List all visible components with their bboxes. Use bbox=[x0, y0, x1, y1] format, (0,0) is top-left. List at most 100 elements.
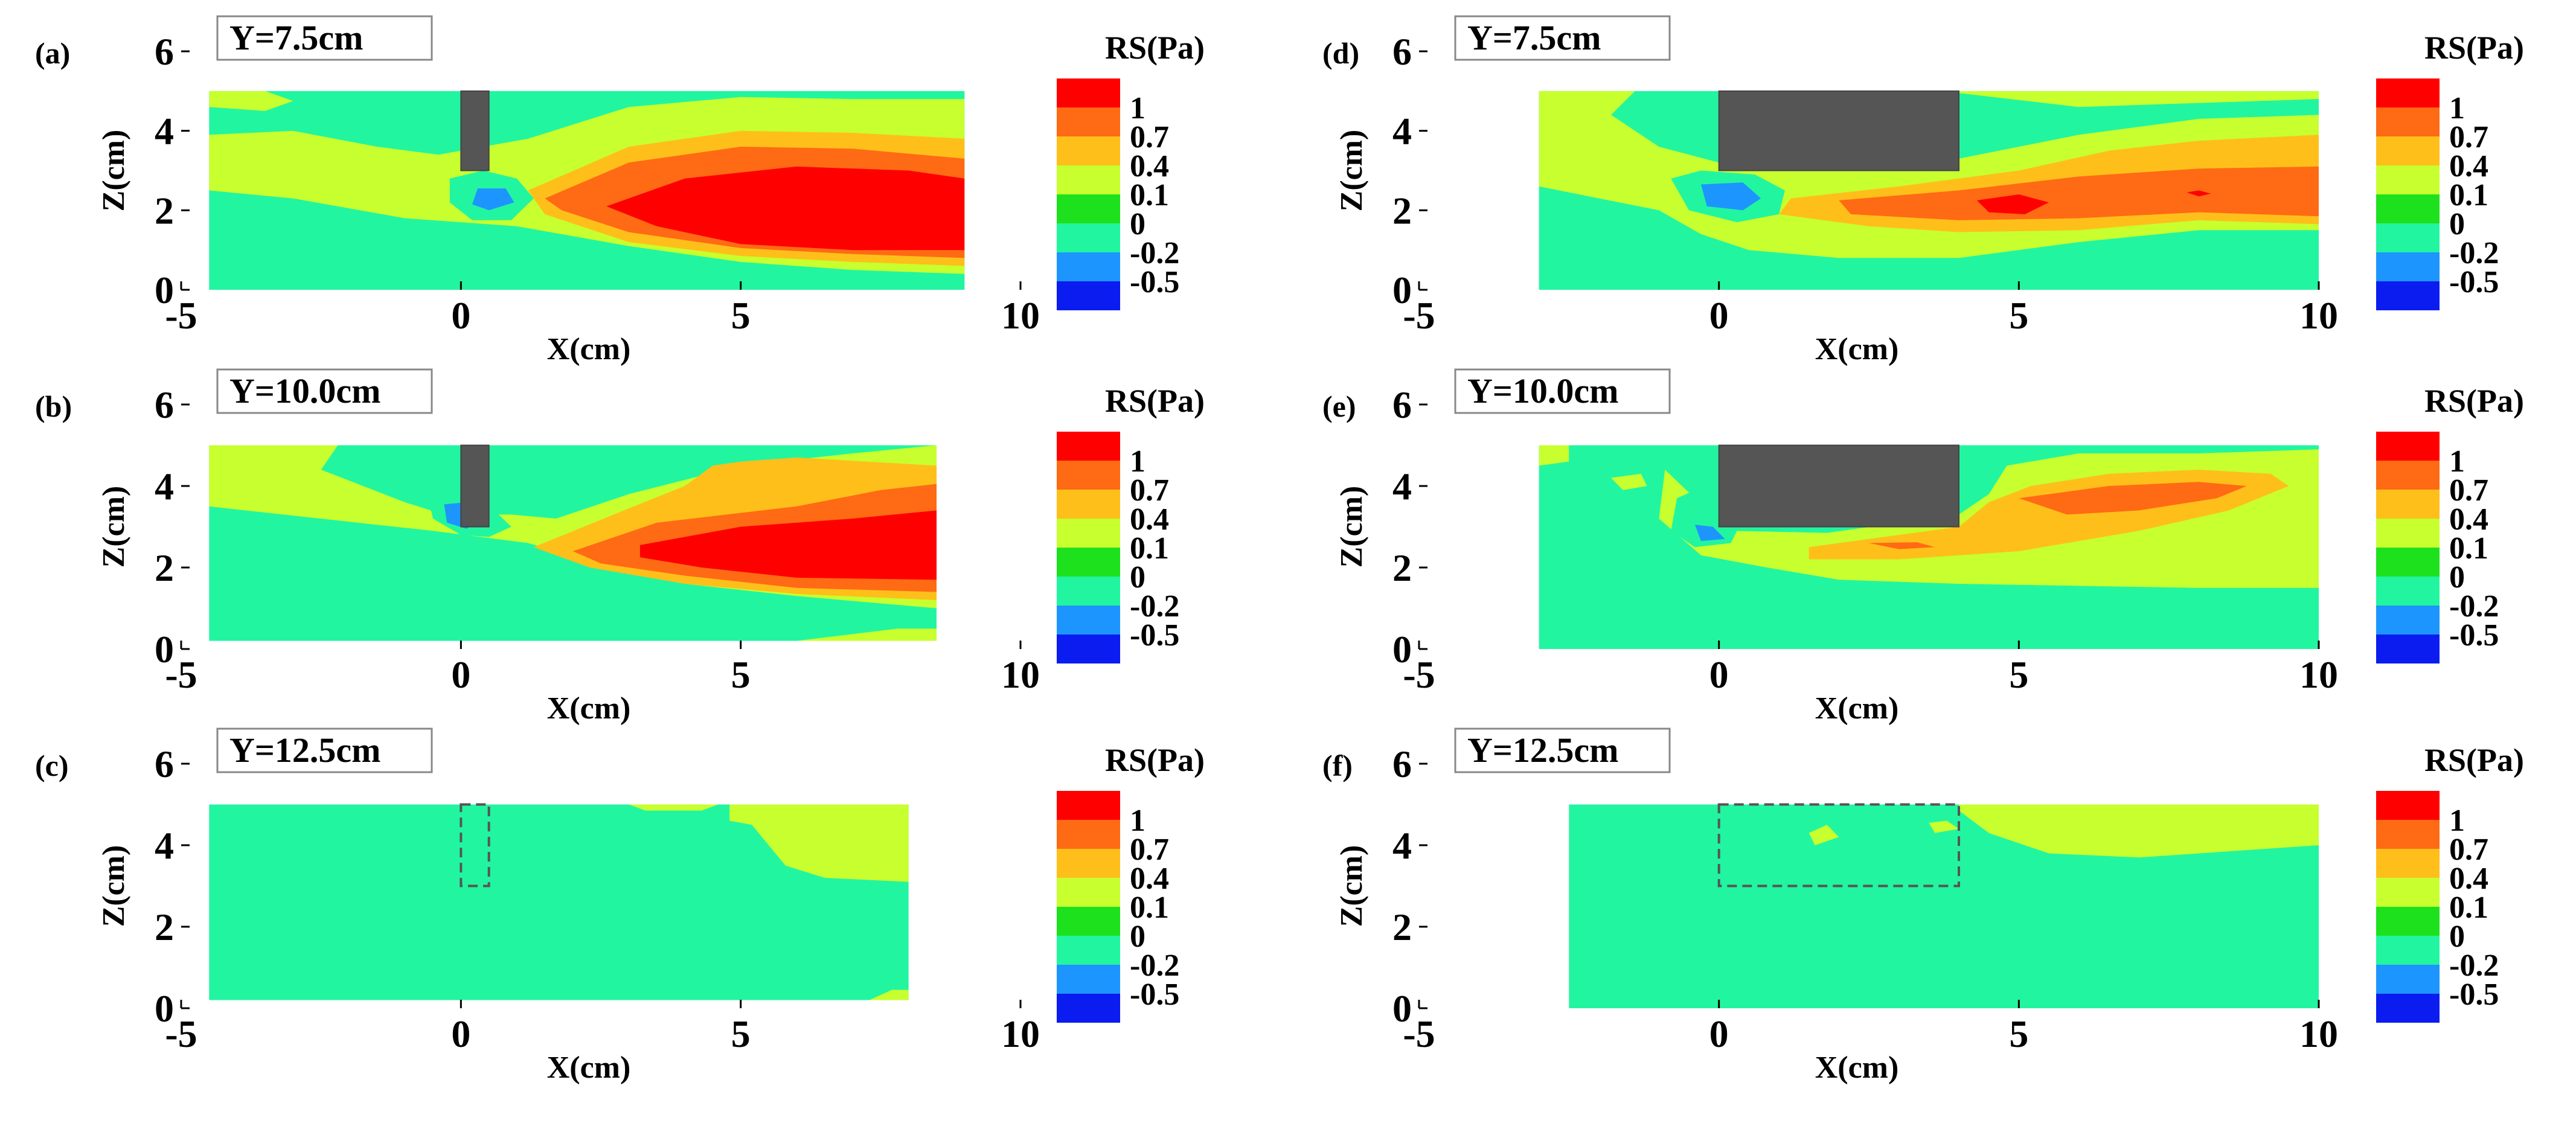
contour-level-0.7 bbox=[2019, 482, 2247, 515]
title-box bbox=[1454, 727, 1671, 773]
x-tick-label: 5 bbox=[731, 1012, 751, 1055]
x-tick-label: 5 bbox=[2009, 294, 2028, 337]
contour-level-0.1 bbox=[1929, 820, 1959, 833]
colorbar-level-label: -0.5 bbox=[1130, 265, 1179, 299]
colorbar: RS(Pa) 10.70.40.10-0.2-0.5 bbox=[1057, 742, 1205, 1023]
colorbar-level-label: 0.4 bbox=[2449, 502, 2488, 537]
colorbar-swatch bbox=[1057, 965, 1120, 994]
colorbar-level-label: 0.1 bbox=[1130, 178, 1169, 213]
obstacle bbox=[1718, 90, 1960, 171]
colorbar-title: RS(Pa) bbox=[1105, 30, 1205, 66]
colorbar-swatch bbox=[2376, 820, 2440, 849]
colorbar: RS(Pa) 10.70.40.10-0.2-0.5 bbox=[1057, 383, 1205, 663]
x-tick-label: -5 bbox=[1403, 294, 1435, 337]
panel-label: (c) bbox=[35, 749, 69, 782]
y-tick-label: 4 bbox=[155, 824, 174, 867]
colorbar-swatch bbox=[2376, 165, 2440, 194]
panel-title: Y=7.5cm bbox=[229, 18, 364, 57]
contour-level-0.1 bbox=[1959, 91, 2319, 107]
colorbar-level-label: 0.7 bbox=[1130, 473, 1169, 508]
contour-level--0.5 bbox=[1700, 182, 1761, 211]
colorbar-level-label: -0.2 bbox=[2449, 948, 2499, 983]
contour-level--0.2 bbox=[1671, 490, 1737, 548]
x-tick-label: 0 bbox=[1709, 294, 1729, 337]
colorbar-level-label: 0.1 bbox=[1130, 890, 1169, 925]
y-tick-label: 6 bbox=[1392, 743, 1412, 785]
panel-title: Y=12.5cm bbox=[229, 731, 381, 770]
colorbar-level-label: 0.1 bbox=[1130, 531, 1169, 566]
panel-label: (e) bbox=[1322, 389, 1356, 423]
contour-level-0.7 bbox=[1839, 166, 2319, 220]
colorbar-level-label: -0.5 bbox=[2449, 265, 2499, 299]
colorbar-level-label: -0.2 bbox=[1130, 236, 1179, 270]
contour-level--0.5 bbox=[1694, 525, 1725, 542]
colorbar-title: RS(Pa) bbox=[2424, 383, 2524, 419]
colorbar-level-label: 0 bbox=[2449, 207, 2465, 241]
obstacle bbox=[460, 90, 490, 171]
y-tick-label: 0 bbox=[1392, 987, 1412, 1030]
colorbar-level-label: 1 bbox=[2449, 804, 2465, 838]
colorbar-swatch bbox=[2376, 223, 2440, 252]
y-axis-label: Z(cm) bbox=[1334, 845, 1369, 927]
x-tick-label: 0 bbox=[1709, 1012, 1729, 1055]
colorbar-swatch bbox=[2376, 194, 2440, 223]
x-tick-label: 0 bbox=[451, 294, 470, 337]
colorbar-title: RS(Pa) bbox=[1105, 383, 1205, 419]
panel-label: (d) bbox=[1322, 36, 1359, 70]
panel-title: Y=10.0cm bbox=[1467, 371, 1619, 411]
contour-level-0.1 bbox=[1539, 445, 1569, 466]
x-tick-label: 0 bbox=[451, 653, 470, 696]
colorbar-swatch bbox=[2376, 849, 2440, 878]
colorbar-level-label: 0 bbox=[1130, 560, 1145, 595]
colorbar-level-label: 0.4 bbox=[2449, 862, 2488, 896]
colorbar-swatch bbox=[2376, 490, 2440, 519]
colorbar-title: RS(Pa) bbox=[2424, 742, 2524, 778]
colorbar-swatch bbox=[2376, 281, 2440, 310]
y-tick-label: 2 bbox=[155, 189, 174, 232]
x-tick-label: 5 bbox=[2009, 653, 2028, 696]
contour-level-0.1 bbox=[209, 91, 293, 111]
contour-level-1 bbox=[1976, 194, 2049, 214]
panel-title: Y=7.5cm bbox=[1467, 18, 1601, 57]
colorbar-swatch bbox=[1057, 461, 1120, 490]
title-box bbox=[1454, 368, 1671, 414]
obstacle-outline bbox=[1717, 803, 1961, 887]
x-tick-label: 10 bbox=[1001, 294, 1040, 337]
y-tick-label: 0 bbox=[1392, 269, 1412, 312]
colorbar-swatch bbox=[1057, 577, 1120, 606]
colorbar-level-label: -0.5 bbox=[1130, 977, 1179, 1012]
colorbar-swatch bbox=[1057, 878, 1120, 907]
colorbar: RS(Pa) 10.70.40.10-0.2-0.5 bbox=[2376, 742, 2524, 1023]
y-tick-label: 2 bbox=[155, 906, 174, 948]
y-tick-label: 6 bbox=[1392, 30, 1412, 73]
obstacle bbox=[460, 444, 490, 528]
panel-label: (a) bbox=[35, 36, 70, 70]
contour-regions bbox=[209, 91, 965, 274]
colorbar-swatch bbox=[2376, 606, 2440, 635]
title-box bbox=[216, 368, 433, 414]
colorbar-level-label: 0 bbox=[2449, 919, 2465, 954]
colorbar-level-label: 1 bbox=[2449, 444, 2465, 479]
colorbar-level-label: -0.2 bbox=[2449, 236, 2499, 270]
contour-regions bbox=[1539, 445, 2319, 588]
colorbar-swatch bbox=[2376, 994, 2440, 1023]
colorbar-swatch bbox=[2376, 461, 2440, 490]
y-tick-label: 6 bbox=[155, 30, 174, 73]
x-tick-label: -5 bbox=[165, 294, 197, 337]
colorbar-level-label: 0 bbox=[1130, 207, 1145, 241]
x-axis-label: X(cm) bbox=[1815, 1050, 1899, 1085]
title-box bbox=[1454, 15, 1671, 61]
colorbar-swatch bbox=[1057, 281, 1120, 310]
colorbar-level-label: -0.2 bbox=[1130, 948, 1179, 983]
contour-level--0.5 bbox=[472, 188, 514, 211]
contour-level-0.1 bbox=[729, 804, 909, 882]
y-tick-label: 2 bbox=[155, 546, 174, 589]
colorbar-level-label: 0.7 bbox=[1130, 833, 1169, 867]
y-tick-label: 0 bbox=[155, 269, 174, 312]
contour-regions bbox=[209, 445, 937, 641]
colorbar-swatch bbox=[1057, 994, 1120, 1023]
